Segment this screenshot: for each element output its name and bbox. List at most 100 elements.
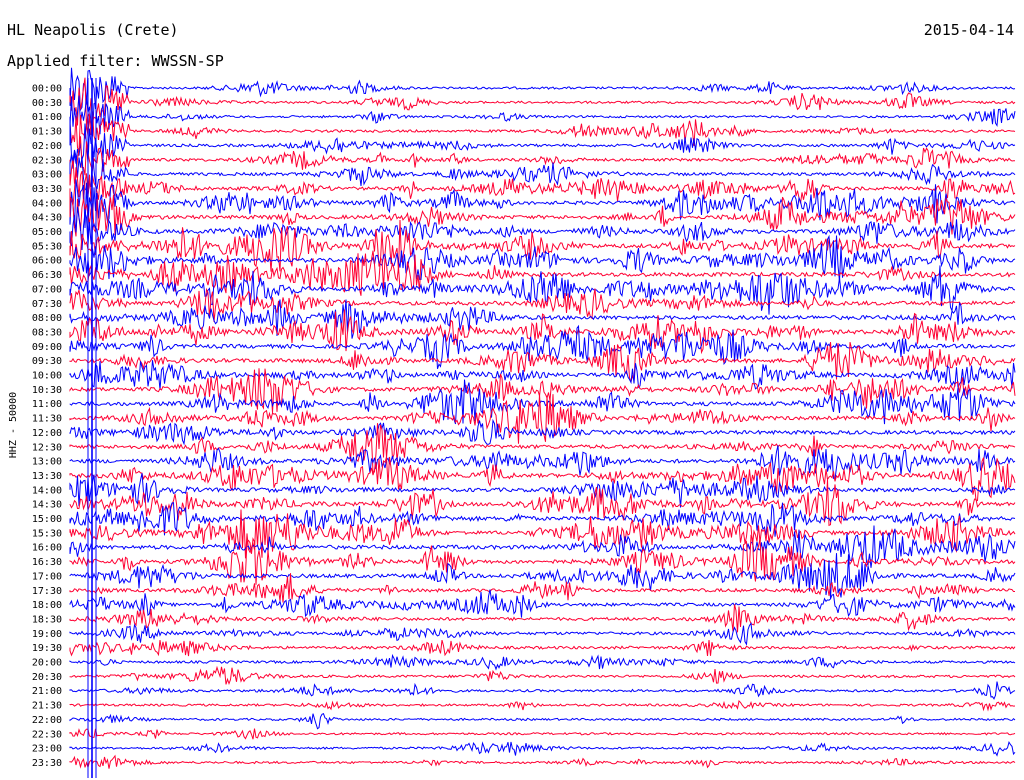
seismic-trace-row xyxy=(69,234,1016,282)
row-time-label: 19:30 xyxy=(32,643,62,654)
seismic-trace-row xyxy=(69,394,1016,444)
seismic-trace-row xyxy=(69,525,1016,568)
row-time-label: 08:30 xyxy=(32,327,62,338)
date-label: 2015-04-14 xyxy=(923,21,1014,39)
row-time-label: 17:30 xyxy=(32,586,62,597)
seismic-trace-row xyxy=(69,121,1016,169)
seismic-trace-row xyxy=(69,360,1016,390)
row-time-label: 01:00 xyxy=(32,112,62,123)
seismic-trace-row xyxy=(69,509,1016,559)
seismic-trace-row xyxy=(69,206,1016,251)
row-time-label: 13:00 xyxy=(32,457,62,468)
row-time-label: 17:00 xyxy=(32,571,62,582)
row-time-label: 09:00 xyxy=(32,342,62,353)
y-axis-label: HHZ - 50000 xyxy=(8,392,19,458)
row-time-label: 01:30 xyxy=(32,127,62,138)
seismic-trace-row xyxy=(69,324,1016,369)
seismic-trace-row xyxy=(69,740,1016,757)
row-time-label: 16:30 xyxy=(32,557,62,568)
seismic-trace-row xyxy=(69,754,1016,770)
row-time-label: 04:30 xyxy=(32,213,62,224)
row-time-label: 03:30 xyxy=(32,184,62,195)
row-time-label: 07:00 xyxy=(32,284,62,295)
seismic-trace-row xyxy=(69,479,1016,527)
seismic-trace-row xyxy=(69,309,1016,355)
row-time-label: 13:30 xyxy=(32,471,62,482)
row-time-label: 05:30 xyxy=(32,241,62,252)
row-time-label: 21:30 xyxy=(32,701,62,712)
row-time-label: 15:30 xyxy=(32,528,62,539)
seismic-trace-row xyxy=(69,219,1016,272)
seismic-trace-row xyxy=(69,502,1016,537)
row-time-label: 06:00 xyxy=(32,256,62,267)
row-time-label: 10:30 xyxy=(32,385,62,396)
seismic-trace-row xyxy=(69,368,1016,413)
station-title: HL Neapolis (Crete) xyxy=(7,21,179,39)
seismic-trace-row xyxy=(69,67,1016,112)
row-time-label: 04:00 xyxy=(32,198,62,209)
seismic-trace-row xyxy=(69,713,1016,730)
seismic-trace-row xyxy=(69,179,1016,229)
row-time-label: 12:00 xyxy=(32,428,62,439)
seismic-trace-row xyxy=(69,639,1016,657)
row-time-label: 18:00 xyxy=(32,600,62,611)
row-time-label: 23:00 xyxy=(32,744,62,755)
row-time-label: 06:30 xyxy=(32,270,62,281)
seismic-trace-row xyxy=(69,553,1016,600)
tick-label-group: 00:00 00:30 01:00 01:30 02:00 02:30 03:00 03:30… xyxy=(32,84,62,769)
row-time-label: 02:30 xyxy=(32,155,62,166)
seismic-trace-row xyxy=(69,95,1016,137)
row-time-label: 10:00 xyxy=(32,371,62,382)
seismic-trace-row xyxy=(69,149,1016,195)
seismic-trace-row xyxy=(69,418,1016,446)
row-time-label: 22:00 xyxy=(32,715,62,726)
seismic-trace-row xyxy=(69,265,1016,315)
row-time-label: 14:30 xyxy=(32,500,62,511)
seismic-trace-row xyxy=(69,573,1015,603)
row-time-label: 00:30 xyxy=(32,98,62,109)
seismic-trace-row xyxy=(69,534,1016,585)
seismic-trace-row xyxy=(69,111,1016,152)
seismic-trace-row xyxy=(69,681,1016,700)
seismic-trace-row xyxy=(69,167,1016,207)
seismic-trace-row xyxy=(69,194,1016,237)
row-time-label: 20:00 xyxy=(32,658,62,669)
row-time-label: 19:00 xyxy=(32,629,62,640)
row-time-label: 14:00 xyxy=(32,485,62,496)
row-time-label: 11:00 xyxy=(32,399,62,410)
seismic-trace-row xyxy=(69,379,1016,425)
row-time-label: 22:30 xyxy=(32,729,62,740)
row-time-label: 23:30 xyxy=(32,758,62,769)
seismic-trace-row xyxy=(69,604,1016,633)
row-time-label: 05:00 xyxy=(32,227,62,238)
row-time-label: 18:30 xyxy=(32,614,62,625)
seismic-trace-row xyxy=(69,136,1015,186)
seismic-trace-row xyxy=(69,77,1016,127)
row-time-label: 11:30 xyxy=(32,414,62,425)
seismic-trace-row xyxy=(69,665,1016,685)
filter-label: Applied filter: WWSSN-SP xyxy=(7,52,224,70)
trace-group xyxy=(69,67,1016,778)
seismic-trace-row xyxy=(69,653,1016,671)
seismic-trace-row xyxy=(69,589,1016,618)
row-time-label: 07:30 xyxy=(32,299,62,310)
seismic-trace-row xyxy=(69,445,1016,481)
row-time-label: 03:00 xyxy=(32,170,62,181)
seismic-trace-row xyxy=(69,700,1016,712)
row-time-label: 09:30 xyxy=(32,356,62,367)
row-time-label: 16:00 xyxy=(32,543,62,554)
seismic-trace-row xyxy=(69,287,1016,322)
row-time-label: 21:00 xyxy=(32,686,62,697)
seismic-trace-row xyxy=(69,423,1016,473)
seismic-trace-row xyxy=(69,622,1016,646)
row-time-label: 08:00 xyxy=(32,313,62,324)
seismic-trace-row xyxy=(69,473,1016,508)
row-time-label: 00:00 xyxy=(32,84,62,95)
row-time-label: 20:30 xyxy=(32,672,62,683)
seismic-trace-row xyxy=(69,341,1016,384)
row-time-label: 12:30 xyxy=(32,442,62,453)
row-time-label: 15:00 xyxy=(32,514,62,525)
row-time-label: 02:00 xyxy=(32,141,62,152)
seismic-trace-row xyxy=(69,728,1016,740)
